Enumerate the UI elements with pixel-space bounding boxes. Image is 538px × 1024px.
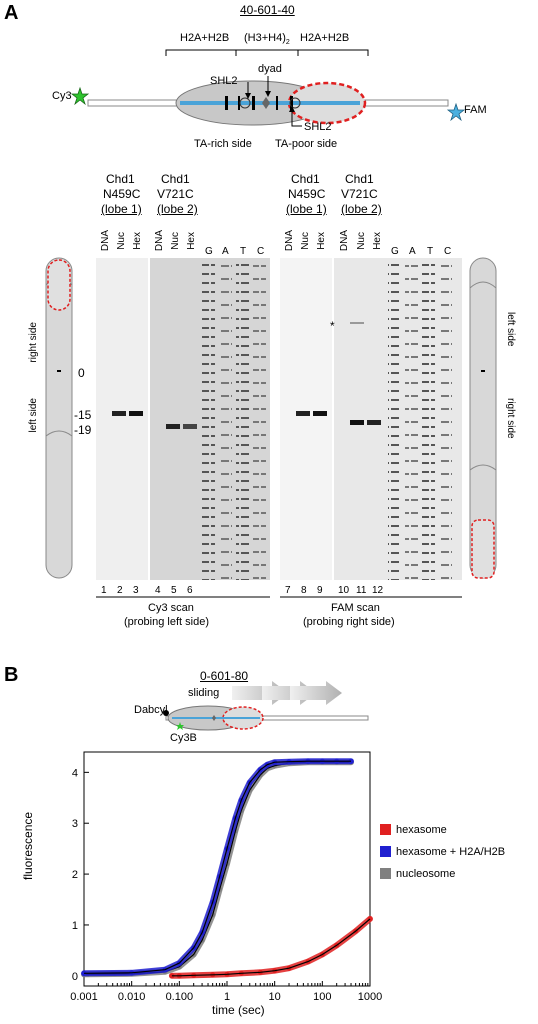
y-tick-label-3: 3	[72, 818, 78, 830]
scan-left-line1: Cy3 scan	[148, 602, 194, 614]
lane-label-t-2: T	[427, 246, 434, 257]
group-3-line3: (lobe 1)	[286, 202, 327, 216]
data-point-1-19	[348, 758, 354, 764]
group-3-line2: N459C	[288, 187, 326, 201]
lane-number-12: 12	[372, 585, 384, 596]
x-tick-label-2: 0.100	[166, 991, 194, 1003]
sliding-label: sliding	[188, 687, 220, 699]
group-4-line2: V721C	[341, 187, 378, 201]
gel-asterisk: *	[330, 319, 335, 333]
lane-number-4: 4	[155, 585, 161, 596]
lane-number-5: 5	[171, 585, 177, 596]
group-4-line1: Chd1	[345, 172, 374, 186]
group-1-line1: Chd1	[106, 172, 135, 186]
lane-label-g-1: G	[205, 246, 213, 257]
lane-number-2: 2	[117, 585, 123, 596]
legend-swatch-hexasome	[380, 824, 391, 835]
nucleosome-diagram-a	[70, 76, 466, 127]
x-axis-label: time (sec)	[212, 1003, 265, 1017]
shl2-right-label: SHL2	[304, 121, 332, 133]
scan-left-line2: (probing left side)	[124, 616, 209, 628]
y-tick-label-0: 0	[72, 971, 78, 983]
group-2-line2: V721C	[157, 187, 194, 201]
h2a-h2b-right-label: H2A+H2B	[300, 32, 350, 44]
histone-brackets	[165, 49, 369, 56]
x-tick-label-5: 100	[313, 991, 331, 1003]
legend-swatch-nucleosome	[380, 868, 391, 879]
y-axis-label: fluorescence	[21, 811, 35, 880]
cy3-label: Cy3	[52, 90, 72, 102]
nucleosome-diagram-b	[163, 681, 369, 731]
legend-swatch-hexasome-h2a-h2b	[380, 846, 391, 857]
fit-line-2	[83, 761, 351, 975]
position-0-label: 0	[78, 366, 85, 380]
x-tick-label-4: 10	[269, 991, 281, 1003]
lane-number-11: 11	[356, 585, 367, 596]
group-1-line3: (lobe 1)	[101, 202, 142, 216]
panel-b-letter: B	[4, 664, 19, 686]
y-tick-label-2: 2	[72, 869, 78, 881]
lane-number-1: 1	[101, 585, 107, 596]
lane-label-a-1: A	[222, 246, 229, 257]
x-tick-label-0: 0.001	[70, 991, 98, 1003]
lane-label-g-2: G	[391, 246, 399, 257]
series-band-1	[81, 758, 354, 977]
lane-number-10: 10	[338, 585, 350, 596]
scan-right-line1: FAM scan	[331, 602, 380, 614]
fit-line-0	[171, 918, 371, 977]
lane-label-t-1: T	[240, 246, 247, 257]
lane-number-6: 6	[187, 585, 193, 596]
y-tick-label-4: 4	[72, 767, 78, 779]
left-strand-cartoon	[45, 257, 497, 579]
legend-label-hexasome-h2a-h2b: hexasome + H2A/H2B	[396, 846, 506, 858]
fam-label: FAM	[464, 104, 487, 116]
lane-number-3: 3	[133, 585, 139, 596]
gel-images	[96, 258, 462, 598]
lane-number-8: 8	[301, 585, 307, 596]
fit-line-1	[83, 760, 351, 974]
construct-b-title: 0-601-80	[200, 669, 249, 683]
scan-right-line2: (probing right side)	[303, 616, 395, 628]
construct-a-title: 40-601-40	[240, 3, 295, 17]
group-4-line3: (lobe 2)	[341, 202, 382, 216]
h2a-h2b-left-label: H2A+H2B	[180, 32, 230, 44]
lane-number-9: 9	[317, 585, 323, 596]
lane-number-7: 7	[285, 585, 291, 596]
x-tick-label-1: 0.010	[118, 991, 146, 1003]
group-3-line1: Chd1	[291, 172, 320, 186]
position-m15-label: -15	[74, 408, 92, 422]
lane-label-c-1: C	[257, 246, 265, 257]
shl2-left-label: SHL2	[210, 75, 238, 87]
x-tick-label-3: 1	[224, 991, 230, 1003]
ta-rich-label: TA-rich side	[194, 138, 252, 150]
legend-label-hexasome: hexasome	[396, 824, 447, 836]
series-band-2	[81, 759, 354, 978]
h3-h4-label: (H3+H4)2	[244, 32, 290, 47]
position-m19-label: -19	[74, 423, 92, 437]
x-tick-label-6: 1000	[358, 991, 382, 1003]
right-gel-side-bottom: right side	[505, 398, 516, 439]
right-gel-side-top: left side	[505, 312, 516, 347]
dyad-label: dyad	[258, 63, 282, 75]
group-2-line1: Chd1	[161, 172, 190, 186]
legend-label-nucleosome: nucleosome	[396, 868, 456, 880]
lane-label-c-2: C	[444, 246, 452, 257]
y-tick-label-1: 1	[72, 920, 78, 932]
group-2-line3: (lobe 2)	[157, 202, 198, 216]
cy3b-label: Cy3B	[170, 732, 197, 744]
panel-a-letter: A	[4, 2, 19, 24]
dabcyl-label: Dabcyl	[134, 704, 168, 716]
ta-poor-label: TA-poor side	[275, 138, 338, 150]
lane-label-a-2: A	[409, 246, 416, 257]
group-1-line2: N459C	[103, 187, 141, 201]
